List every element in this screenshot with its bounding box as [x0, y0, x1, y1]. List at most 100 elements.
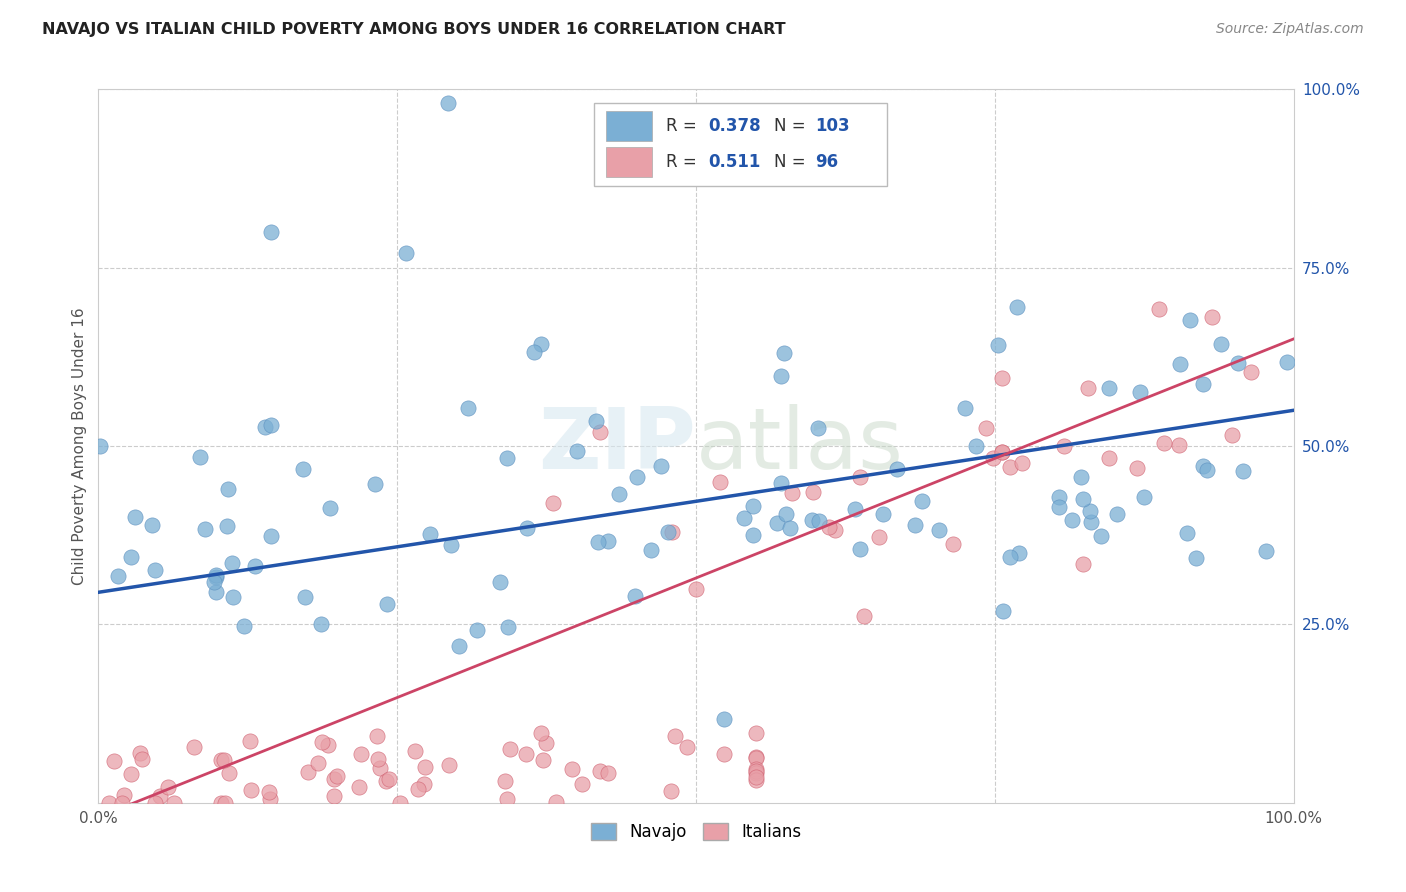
Point — [844, 502, 866, 516]
Text: Source: ZipAtlas.com: Source: ZipAtlas.com — [1216, 22, 1364, 37]
Point — [585, 414, 607, 428]
Point — [640, 543, 662, 558]
Point — [209, 753, 232, 767]
Point — [316, 738, 339, 752]
Point — [1047, 490, 1070, 504]
Point — [1184, 550, 1206, 565]
Point — [447, 639, 470, 653]
Point — [120, 767, 142, 781]
Point — [544, 795, 567, 809]
Point — [1129, 385, 1152, 400]
Point — [260, 529, 283, 543]
Text: N =: N = — [773, 153, 806, 171]
Point — [188, 450, 211, 464]
Text: N =: N = — [773, 118, 806, 136]
Point — [775, 508, 797, 522]
Point — [607, 487, 630, 501]
Point — [955, 401, 977, 416]
Point — [849, 542, 872, 557]
Point — [745, 762, 768, 776]
Point — [221, 591, 243, 605]
Point — [780, 485, 803, 500]
Point — [598, 765, 620, 780]
Point — [1007, 300, 1029, 314]
Point — [965, 439, 987, 453]
Point — [534, 736, 557, 750]
Point — [1153, 436, 1175, 450]
Point — [1077, 381, 1099, 395]
Point — [993, 604, 1015, 618]
Point — [260, 225, 283, 239]
Point — [529, 337, 551, 351]
Point — [745, 771, 768, 785]
Point — [801, 484, 824, 499]
Point — [375, 773, 398, 788]
Point — [326, 769, 349, 783]
Point — [1147, 301, 1170, 316]
Point — [1132, 490, 1154, 504]
Point — [515, 747, 537, 761]
Point — [323, 789, 346, 804]
Point — [515, 521, 537, 535]
Point — [998, 550, 1021, 565]
Point — [1098, 450, 1121, 465]
Point — [745, 726, 768, 740]
Point — [1071, 491, 1094, 506]
Point — [661, 524, 683, 539]
Point — [1197, 462, 1219, 476]
Point — [494, 774, 516, 789]
Point — [103, 754, 125, 768]
Text: atlas: atlas — [696, 404, 904, 488]
Point — [404, 744, 426, 758]
Text: 103: 103 — [815, 118, 851, 136]
Point — [499, 742, 522, 756]
Point — [763, 118, 786, 132]
Point — [624, 590, 647, 604]
Point — [1098, 381, 1121, 395]
Point — [818, 520, 841, 534]
Point — [942, 537, 965, 551]
Text: 0.378: 0.378 — [709, 118, 761, 136]
Point — [319, 500, 342, 515]
Point — [991, 444, 1014, 458]
Point — [413, 760, 436, 774]
Point — [129, 746, 152, 760]
Point — [89, 439, 111, 453]
Point — [1222, 428, 1244, 442]
Point — [368, 761, 391, 775]
Point — [437, 96, 460, 111]
Point — [589, 764, 612, 779]
Point — [659, 783, 682, 797]
Text: NAVAJO VS ITALIAN CHILD POVERTY AMONG BOYS UNDER 16 CORRELATION CHART: NAVAJO VS ITALIAN CHILD POVERTY AMONG BO… — [42, 22, 786, 37]
Point — [589, 425, 612, 439]
Point — [1192, 458, 1215, 473]
Point — [713, 712, 735, 726]
Point — [1090, 529, 1112, 543]
Point — [496, 620, 519, 634]
Point — [239, 733, 262, 747]
Point — [1125, 461, 1147, 475]
Point — [457, 401, 479, 415]
Point — [294, 591, 316, 605]
Point — [1277, 355, 1299, 369]
Point — [1008, 546, 1031, 560]
Point — [143, 563, 166, 577]
Point — [297, 764, 319, 779]
Point — [183, 740, 205, 755]
Text: ZIP: ZIP — [538, 404, 696, 488]
Point — [209, 796, 232, 810]
Point — [981, 451, 1004, 466]
Point — [204, 569, 226, 583]
Point — [806, 420, 828, 434]
Point — [124, 509, 146, 524]
Text: R =: R = — [666, 153, 697, 171]
Point — [530, 726, 553, 740]
Point — [1168, 438, 1191, 452]
Point — [1047, 500, 1070, 515]
Point — [440, 538, 463, 552]
Point — [254, 420, 277, 434]
Point — [808, 514, 831, 528]
Point — [685, 582, 707, 596]
Point — [571, 777, 593, 791]
Point — [1070, 470, 1092, 484]
